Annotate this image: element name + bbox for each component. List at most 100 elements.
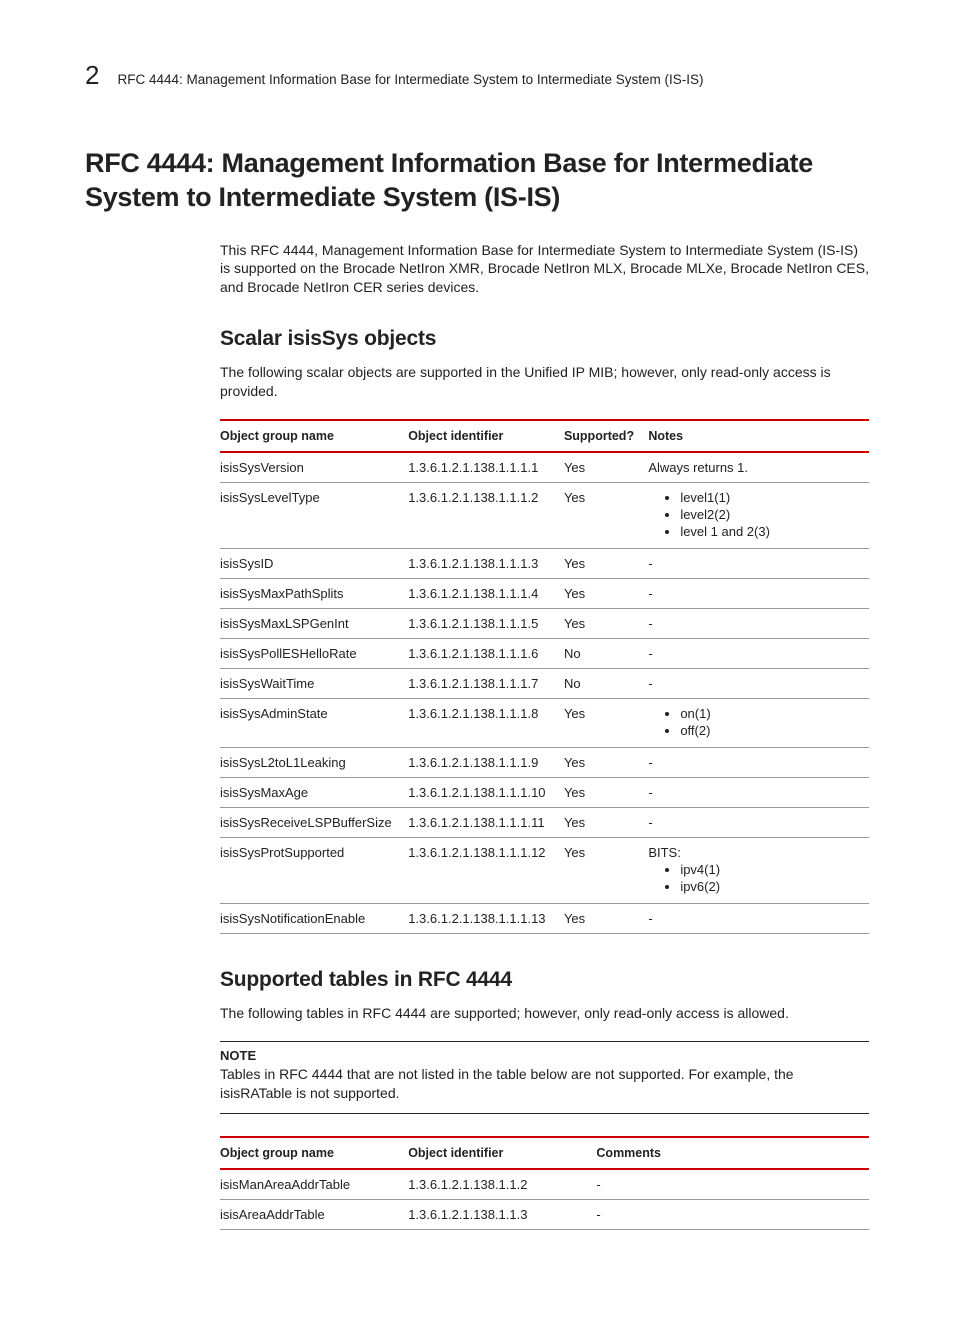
- cell-notes: -: [648, 548, 869, 578]
- running-header: 2 RFC 4444: Management Information Base …: [85, 60, 869, 91]
- section-heading-scalar: Scalar isisSys objects: [220, 327, 869, 351]
- cell-supported: Yes: [564, 548, 648, 578]
- notes-list-item: level1(1): [680, 490, 863, 507]
- cell-oid: 1.3.6.1.2.1.138.1.1.1.9: [408, 747, 564, 777]
- notes-list: level1(1)level2(2)level 1 and 2(3): [648, 490, 863, 541]
- cell-object-name: isisSysAdminState: [220, 698, 408, 747]
- col-header-supported: Supported?: [564, 420, 648, 452]
- cell-notes: -: [648, 638, 869, 668]
- col-header-oid: Object identifier: [408, 1137, 596, 1169]
- cell-supported: Yes: [564, 452, 648, 483]
- table-row: isisSysProtSupported1.3.6.1.2.1.138.1.1.…: [220, 837, 869, 903]
- cell-object-name: isisSysReceiveLSPBufferSize: [220, 807, 408, 837]
- cell-object-name: isisSysNotificationEnable: [220, 903, 408, 933]
- cell-supported: Yes: [564, 777, 648, 807]
- notes-list: ipv4(1)ipv6(2): [648, 862, 863, 896]
- running-title: RFC 4444: Management Information Base fo…: [117, 72, 703, 87]
- cell-oid: 1.3.6.1.2.1.138.1.1.1.4: [408, 578, 564, 608]
- cell-oid: 1.3.6.1.2.1.138.1.1.1.11: [408, 807, 564, 837]
- table-row: isisSysMaxPathSplits1.3.6.1.2.1.138.1.1.…: [220, 578, 869, 608]
- cell-notes: Always returns 1.: [648, 452, 869, 483]
- cell-oid: 1.3.6.1.2.1.138.1.1.1.2: [408, 482, 564, 548]
- cell-object-name: isisSysPollESHelloRate: [220, 638, 408, 668]
- table-row: isisSysMaxAge1.3.6.1.2.1.138.1.1.1.10Yes…: [220, 777, 869, 807]
- table-row: isisSysReceiveLSPBufferSize1.3.6.1.2.1.1…: [220, 807, 869, 837]
- table-row: isisSysLevelType1.3.6.1.2.1.138.1.1.1.2Y…: [220, 482, 869, 548]
- table-row: isisSysL2toL1Leaking1.3.6.1.2.1.138.1.1.…: [220, 747, 869, 777]
- notes-prefix: BITS:: [648, 845, 863, 860]
- notes-list-item: ipv6(2): [680, 879, 863, 896]
- cell-oid: 1.3.6.1.2.1.138.1.1.1.3: [408, 548, 564, 578]
- table-row: isisSysNotificationEnable1.3.6.1.2.1.138…: [220, 903, 869, 933]
- cell-object-name: isisSysProtSupported: [220, 837, 408, 903]
- cell-oid: 1.3.6.1.2.1.138.1.1.1.13: [408, 903, 564, 933]
- cell-notes: on(1)off(2): [648, 698, 869, 747]
- cell-object-name: isisSysID: [220, 548, 408, 578]
- notes-list-item: level 1 and 2(3): [680, 524, 863, 541]
- note-block: NOTE Tables in RFC 4444 that are not lis…: [220, 1041, 869, 1114]
- cell-oid: 1.3.6.1.2.1.138.1.1.1.7: [408, 668, 564, 698]
- cell-notes: BITS: ipv4(1)ipv6(2): [648, 837, 869, 903]
- cell-supported: Yes: [564, 903, 648, 933]
- scalar-isissys-table: Object group name Object identifier Supp…: [220, 419, 869, 934]
- note-label: NOTE: [220, 1048, 869, 1063]
- cell-object-name: isisSysVersion: [220, 452, 408, 483]
- cell-notes: -: [648, 608, 869, 638]
- table-row: isisSysAdminState1.3.6.1.2.1.138.1.1.1.8…: [220, 698, 869, 747]
- cell-notes: -: [648, 903, 869, 933]
- cell-supported: Yes: [564, 578, 648, 608]
- section1-paragraph: The following scalar objects are support…: [220, 363, 869, 401]
- cell-oid: 1.3.6.1.2.1.138.1.1.1.10: [408, 777, 564, 807]
- table-row: isisSysWaitTime1.3.6.1.2.1.138.1.1.1.7No…: [220, 668, 869, 698]
- cell-notes: -: [648, 668, 869, 698]
- chapter-number: 2: [85, 60, 99, 91]
- cell-notes: -: [648, 807, 869, 837]
- table-header-row: Object group name Object identifier Supp…: [220, 420, 869, 452]
- cell-oid: 1.3.6.1.2.1.138.1.1.1.6: [408, 638, 564, 668]
- cell-supported: Yes: [564, 747, 648, 777]
- cell-supported: No: [564, 638, 648, 668]
- table-row: isisSysVersion1.3.6.1.2.1.138.1.1.1.1Yes…: [220, 452, 869, 483]
- cell-object-name: isisAreaAddrTable: [220, 1199, 408, 1229]
- cell-oid: 1.3.6.1.2.1.138.1.1.2: [408, 1169, 596, 1200]
- table-row: isisManAreaAddrTable1.3.6.1.2.1.138.1.1.…: [220, 1169, 869, 1200]
- cell-oid: 1.3.6.1.2.1.138.1.1.3: [408, 1199, 596, 1229]
- note-text: Tables in RFC 4444 that are not listed i…: [220, 1066, 794, 1101]
- cell-comments: -: [596, 1199, 869, 1229]
- notes-list-item: ipv4(1): [680, 862, 863, 879]
- col-header-oid: Object identifier: [408, 420, 564, 452]
- intro-paragraph: This RFC 4444, Management Information Ba…: [220, 241, 869, 298]
- table-row: isisSysPollESHelloRate1.3.6.1.2.1.138.1.…: [220, 638, 869, 668]
- section-heading-tables: Supported tables in RFC 4444: [220, 968, 869, 992]
- notes-list-item: off(2): [680, 723, 863, 740]
- notes-list-item: on(1): [680, 706, 863, 723]
- cell-object-name: isisSysMaxAge: [220, 777, 408, 807]
- table-row: isisSysMaxLSPGenInt1.3.6.1.2.1.138.1.1.1…: [220, 608, 869, 638]
- table-row: isisAreaAddrTable1.3.6.1.2.1.138.1.1.3-: [220, 1199, 869, 1229]
- cell-object-name: isisSysLevelType: [220, 482, 408, 548]
- notes-list-item: level2(2): [680, 507, 863, 524]
- col-header-name: Object group name: [220, 1137, 408, 1169]
- cell-supported: Yes: [564, 837, 648, 903]
- col-header-comments: Comments: [596, 1137, 869, 1169]
- cell-oid: 1.3.6.1.2.1.138.1.1.1.1: [408, 452, 564, 483]
- cell-notes: -: [648, 578, 869, 608]
- col-header-notes: Notes: [648, 420, 869, 452]
- section2-paragraph: The following tables in RFC 4444 are sup…: [220, 1004, 869, 1023]
- supported-tables-table: Object group name Object identifier Comm…: [220, 1136, 869, 1230]
- cell-supported: Yes: [564, 698, 648, 747]
- cell-comments: -: [596, 1169, 869, 1200]
- cell-object-name: isisSysMaxPathSplits: [220, 578, 408, 608]
- page-title: RFC 4444: Management Information Base fo…: [85, 147, 869, 215]
- col-header-name: Object group name: [220, 420, 408, 452]
- cell-supported: Yes: [564, 482, 648, 548]
- notes-list: on(1)off(2): [648, 706, 863, 740]
- cell-object-name: isisSysL2toL1Leaking: [220, 747, 408, 777]
- cell-supported: Yes: [564, 807, 648, 837]
- cell-oid: 1.3.6.1.2.1.138.1.1.1.8: [408, 698, 564, 747]
- cell-supported: Yes: [564, 608, 648, 638]
- cell-supported: No: [564, 668, 648, 698]
- cell-notes: -: [648, 777, 869, 807]
- cell-object-name: isisSysMaxLSPGenInt: [220, 608, 408, 638]
- cell-notes: -: [648, 747, 869, 777]
